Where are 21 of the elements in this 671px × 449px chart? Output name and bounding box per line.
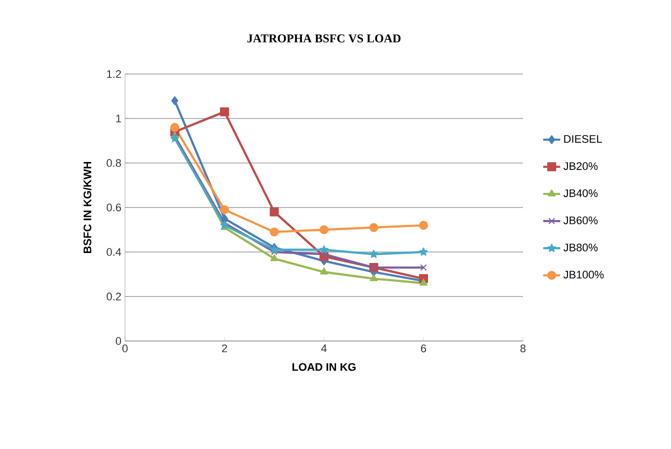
y-tick-label: 0.8: [106, 159, 122, 167]
chart-title: JATROPHA BSFC VS LOAD: [247, 34, 401, 42]
y-tick-label: 0.2: [106, 292, 121, 300]
legend-label: JB60%: [563, 216, 598, 224]
y-axis-title: BSFC IN KG/KWH: [83, 162, 92, 254]
x-tick-label: 4: [321, 344, 327, 352]
legend-label: JB80%: [563, 244, 598, 252]
legend-label: JB100%: [563, 270, 604, 278]
legend-label: JB20%: [563, 162, 598, 170]
y-tick-label: 0.4: [106, 248, 122, 256]
y-tick-label: 1: [116, 114, 121, 122]
x-tick-label: 8: [520, 344, 526, 352]
x-tick-label: 0: [122, 344, 128, 352]
legend-label: JB40%: [563, 189, 598, 198]
legend-label: DIESEL: [564, 135, 602, 143]
y-tick-label: 0: [116, 337, 122, 345]
y-tick-label: 0.6: [106, 204, 122, 212]
x-axis-title: LOAD IN KG: [292, 363, 356, 371]
x-tick-label: 6: [421, 344, 426, 352]
x-tick-label: 2: [222, 344, 228, 352]
y-tick-label: 1.2: [107, 70, 121, 78]
